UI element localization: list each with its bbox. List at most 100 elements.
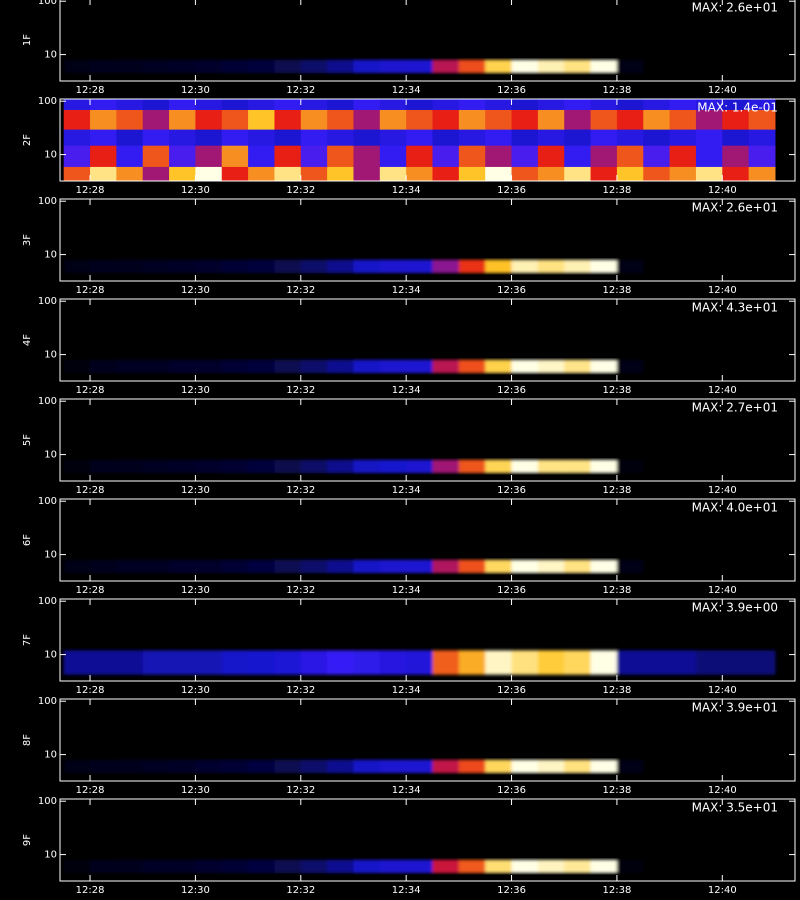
y-axis-label: 2F [22,134,33,146]
x-tick-label: 12:36 [497,785,526,796]
intensity-cell [748,559,776,574]
intensity-cell [406,859,434,874]
intensity-cell [327,259,354,274]
plot-frame [59,798,796,882]
intensity-cell [169,759,196,774]
intensity-cell [616,359,644,374]
x-tick-label: 12:36 [497,585,526,596]
intensity-cell [63,259,91,274]
x-tick-label: 12:32 [286,785,315,796]
intensity-cell [63,359,91,374]
x-tick-label: 12:36 [497,185,526,196]
panel: 12:28 12:30 12:32 12:34 12:36 12:38 12:40 10 100… [22,596,796,696]
intensity-cell [248,559,275,574]
intensity-cell [695,259,723,274]
heatmap-cell [221,109,249,130]
intensity-cell [327,559,354,574]
panel: 12:28 12:30 12:32 12:34 12:36 12:38 12:40 10 100… [22,796,796,896]
intensity-cell [748,859,776,874]
intensity-cell [195,759,223,774]
intensity-cell [406,759,434,774]
intensity-cell [327,359,354,374]
intensity-cell [406,359,434,374]
intensity-cell [274,459,302,474]
intensity-cell [379,859,407,874]
intensity-cell [274,59,302,74]
intensity-cell [722,759,750,774]
intensity-cell [511,359,539,374]
y-tick-label: 10 [44,350,57,361]
x-tick-label: 12:30 [181,285,210,296]
intensity-cell [643,650,671,675]
intensity-cell [458,859,486,874]
heatmap-cell [643,99,671,110]
intensity-cell [90,359,117,374]
intensity-cell [63,559,91,574]
x-tick-label: 12:34 [392,585,421,596]
intensity-cell [300,359,328,374]
x-tick-label: 12:38 [602,385,631,396]
x-tick-label: 12:34 [392,885,421,896]
heatmap-cell [300,129,328,146]
heatmap-cell [511,129,539,146]
intensity-cell [353,759,381,774]
x-tick-label: 12:38 [602,885,631,896]
heatmap-cell [458,99,486,110]
heatmap-cell [406,129,434,146]
intensity-cell [511,259,539,274]
intensity-cell [537,559,565,574]
intensity-cell [458,259,486,274]
heatmap-cell [643,145,671,167]
intensity-cell [379,359,407,374]
marks [63,359,776,374]
intensity-cell [300,759,328,774]
x-tick-label: 12:40 [708,885,737,896]
intensity-cell [748,259,776,274]
heatmap-cell [353,109,381,130]
intensity-cell [511,650,539,675]
intensity-cell [274,859,302,874]
heatmap-cell [274,99,302,110]
intensity-cell [748,650,776,675]
y-tick-label: 10 [44,850,57,861]
intensity-cell [643,759,671,774]
intensity-cell [748,459,776,474]
heatmap-cell [722,99,750,110]
intensity-cell [90,859,117,874]
heatmap-cell [353,99,381,110]
intensity-cell [669,859,697,874]
intensity-cell [458,59,486,74]
heatmap-cell [353,145,381,167]
heatmap-cell [722,145,750,167]
y-tick-label: 100 [38,696,57,707]
heatmap-cell [643,109,671,130]
heatmap-cell [116,109,144,130]
intensity-cell [669,59,697,74]
x-tick-label: 12:28 [76,185,105,196]
panel: 12:28 12:30 12:32 12:34 12:36 12:38 12:40 10 100… [22,96,796,196]
intensity-cell [590,650,618,675]
heatmap-cell [669,166,697,182]
intensity-cell [274,759,302,774]
heatmap-cell [722,109,750,130]
intensity-cell [537,859,565,874]
marks [63,99,776,182]
heatmap-cell [90,109,117,130]
x-tick-label: 12:32 [286,85,315,96]
marks [63,650,776,675]
intensity-cell [406,459,434,474]
intensity-cell [300,259,328,274]
heatmap-cell [590,129,618,146]
marks [63,759,776,774]
heatmap-cell [353,129,381,146]
intensity-cell [327,859,354,874]
y-tick-label: 100 [38,496,57,507]
intensity-cell [616,559,644,574]
x-tick-label: 12:36 [497,885,526,896]
intensity-cell [221,759,249,774]
x-tick-label: 12:32 [286,185,315,196]
intensity-cell [63,459,91,474]
heatmap-cell [511,145,539,167]
heatmap-cell [432,129,460,146]
